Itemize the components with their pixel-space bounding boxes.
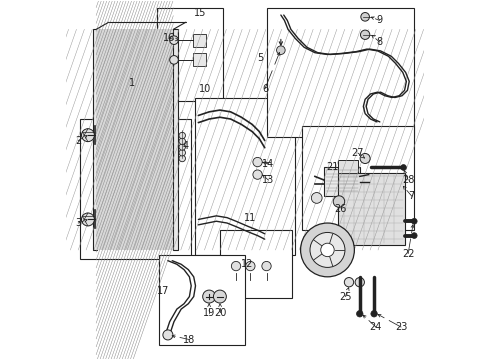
Text: 15: 15 [194, 8, 206, 18]
Circle shape [357, 311, 363, 317]
Text: 8: 8 [376, 37, 383, 47]
Circle shape [401, 165, 406, 170]
Text: 18: 18 [183, 334, 196, 345]
Bar [338, 160, 358, 173]
Circle shape [361, 13, 369, 21]
Text: 26: 26 [334, 204, 346, 214]
Circle shape [179, 144, 186, 150]
Bar [96, 30, 173, 250]
Text: 24: 24 [370, 322, 382, 332]
Circle shape [360, 153, 370, 163]
Text: 16: 16 [163, 33, 175, 43]
Bar [172, 30, 178, 250]
Circle shape [253, 170, 262, 179]
Bar [193, 34, 205, 46]
Circle shape [311, 193, 322, 203]
Text: 6: 6 [262, 84, 268, 94]
Circle shape [163, 330, 173, 340]
Circle shape [179, 149, 186, 156]
Circle shape [81, 213, 95, 226]
Circle shape [321, 243, 334, 257]
Text: 13: 13 [262, 175, 274, 185]
Text: 11: 11 [244, 213, 256, 222]
Text: 21: 21 [327, 162, 339, 172]
Bar [324, 167, 360, 196]
Circle shape [344, 278, 354, 287]
Bar [302, 126, 414, 230]
Circle shape [179, 138, 186, 144]
Circle shape [361, 30, 370, 40]
Text: 20: 20 [215, 308, 227, 318]
Circle shape [179, 132, 186, 139]
Text: 22: 22 [402, 248, 415, 258]
Text: 10: 10 [199, 84, 212, 94]
Bar [80, 119, 191, 259]
Circle shape [355, 278, 365, 287]
Circle shape [179, 155, 186, 162]
Text: 19: 19 [203, 308, 215, 318]
Bar [195, 98, 295, 255]
Circle shape [276, 46, 285, 54]
Text: 27: 27 [352, 148, 364, 158]
Circle shape [412, 233, 417, 238]
Circle shape [412, 219, 417, 224]
Text: 28: 28 [402, 175, 415, 185]
Circle shape [245, 261, 255, 271]
Bar [159, 255, 245, 345]
Bar [220, 230, 292, 298]
Text: 4: 4 [183, 141, 189, 151]
Text: 7: 7 [409, 191, 415, 201]
Bar [93, 30, 97, 250]
Circle shape [262, 261, 271, 271]
Circle shape [310, 233, 345, 267]
Bar [267, 8, 414, 137]
Text: 9: 9 [376, 15, 383, 26]
Text: 2: 2 [75, 136, 81, 145]
Text: 3: 3 [75, 218, 81, 228]
Circle shape [203, 290, 216, 303]
Text: 5: 5 [257, 53, 263, 63]
Text: 14: 14 [262, 159, 274, 169]
Bar [338, 173, 405, 244]
Circle shape [333, 196, 344, 207]
Circle shape [371, 311, 377, 317]
Circle shape [170, 36, 178, 44]
Text: 25: 25 [339, 292, 352, 302]
Text: 17: 17 [157, 286, 170, 296]
Bar [157, 8, 223, 101]
Circle shape [300, 223, 354, 277]
Circle shape [214, 290, 226, 303]
Bar [193, 53, 205, 66]
Text: 23: 23 [395, 322, 407, 332]
Circle shape [231, 261, 241, 271]
Circle shape [81, 129, 95, 141]
Circle shape [170, 55, 178, 64]
Text: 12: 12 [241, 259, 253, 269]
Text: 1: 1 [129, 78, 135, 88]
Circle shape [253, 157, 262, 167]
